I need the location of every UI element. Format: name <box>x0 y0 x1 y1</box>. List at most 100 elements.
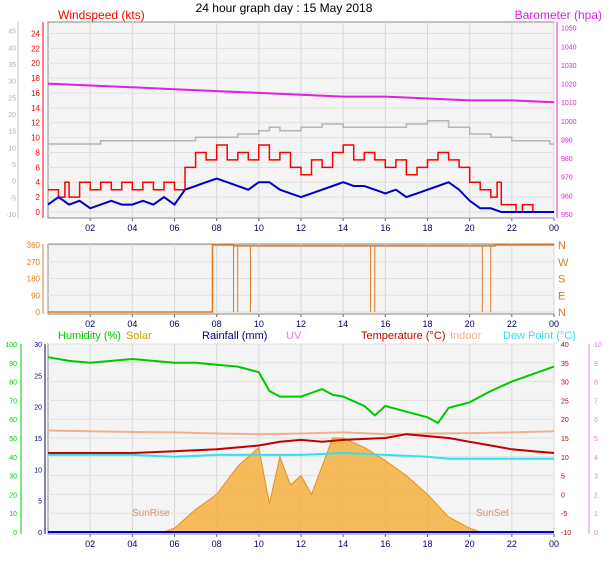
uv-tick-label: 9 <box>594 361 598 368</box>
wind-tick-label: 14 <box>31 104 40 113</box>
wind-tick-label: 4 <box>36 178 41 187</box>
wind-panel-axes: 02 04 06 08 10 12 14 16 18 20 22 000246810121416182… <box>6 22 577 233</box>
outer-tick-label: 35 <box>8 62 16 69</box>
x-tick-label: 00 <box>549 539 559 549</box>
temperature-tick-label: 0 <box>561 492 565 499</box>
outer-tick-label: 0 <box>12 179 16 186</box>
temperature-tick-label: 10 <box>561 455 569 462</box>
x-tick-label: 08 <box>212 319 222 329</box>
uv-tick-label: 3 <box>594 474 598 481</box>
humidity-tick-label: 60 <box>9 417 17 424</box>
temperature-tick-label: 15 <box>561 436 569 443</box>
dewpoint-legend: Dew Point (°C) <box>503 330 576 342</box>
humidity-tick-label: 100 <box>5 342 17 349</box>
x-tick-label: 20 <box>465 223 475 233</box>
outer-tick-label: 25 <box>8 95 16 102</box>
humidity-line <box>47 356 555 425</box>
uv-tick-label: 1 <box>594 511 598 518</box>
humidity-tick-label: 40 <box>9 455 17 462</box>
sunrise-label: SunRise <box>132 508 170 519</box>
humidity-tick-label: 80 <box>9 380 17 387</box>
uv-tick-label: 7 <box>594 398 598 405</box>
pressure-tick-label: 1020 <box>561 82 577 89</box>
x-tick-label: 14 <box>338 319 348 329</box>
wind-tick-label: 12 <box>31 119 40 128</box>
outer-tick-label: -5 <box>10 195 16 202</box>
x-tick-label: 22 <box>507 223 517 233</box>
temperature-line <box>48 433 555 454</box>
x-tick-label: 12 <box>296 223 306 233</box>
uv-tick-label: 10 <box>594 342 602 349</box>
temperature-tick-label: 35 <box>561 361 569 368</box>
x-tick-label: 10 <box>254 539 264 549</box>
pressure-tick-label: 1050 <box>561 26 577 33</box>
humidity-tick-label: 0 <box>13 530 17 537</box>
x-tick-label: 04 <box>127 223 137 233</box>
compass-label: S <box>558 274 565 286</box>
x-tick-label: 06 <box>169 319 179 329</box>
indoor-line <box>47 429 555 436</box>
wind-tick-label: 6 <box>36 163 41 172</box>
outer-tick-label: 20 <box>8 112 16 119</box>
pressure-tick-label: 1030 <box>561 63 577 70</box>
pressure-tick-label: 950 <box>561 212 573 219</box>
pressure-tick-label: 1040 <box>561 44 577 51</box>
outer-tick-label: 15 <box>8 129 16 136</box>
wind-tick-label: 24 <box>31 29 40 38</box>
x-tick-label: 00 <box>549 319 559 329</box>
uv-tick-label: 8 <box>594 380 598 387</box>
humidity-tick-label: 90 <box>9 361 17 368</box>
wind-tick-label: 16 <box>31 89 40 98</box>
solar-area <box>48 437 554 533</box>
humidity-tick-label: 20 <box>9 492 17 499</box>
x-tick-label: 10 <box>254 223 264 233</box>
direction-tick-label: 0 <box>36 308 41 317</box>
uv-tick-label: 5 <box>594 436 598 443</box>
wind-tick-label: 0 <box>36 208 41 217</box>
dewpoint-line <box>48 451 554 460</box>
x-tick-label: 02 <box>85 319 95 329</box>
temperature-tick-label: 25 <box>561 398 569 405</box>
rainfall-tick-label: 20 <box>34 405 42 412</box>
x-tick-label: 12 <box>296 319 306 329</box>
pressure-tick-label: 970 <box>561 175 573 182</box>
direction-tick-label: 90 <box>31 291 40 300</box>
direction-tick-label: 270 <box>27 258 41 267</box>
x-tick-label: 06 <box>169 223 179 233</box>
temp-panel-series <box>47 356 555 533</box>
humidity-tick-label: 50 <box>9 436 17 443</box>
wind-tick-label: 10 <box>31 134 40 143</box>
temperature-tick-label: 30 <box>561 380 569 387</box>
outer-tick-label: 45 <box>8 29 16 36</box>
pressure-tick-label: 960 <box>561 193 573 200</box>
rainfall-tick-label: 5 <box>38 499 42 506</box>
temperature-legend: Temperature (°C) <box>361 330 445 342</box>
gust-line <box>48 144 554 213</box>
wind-tick-label: 22 <box>31 44 40 53</box>
temperature-tick-label: 20 <box>561 417 569 424</box>
pressure-line <box>47 82 555 104</box>
rainfall-tick-label: 30 <box>34 342 42 349</box>
uv-tick-label: 6 <box>594 417 598 424</box>
x-tick-label: 04 <box>127 539 137 549</box>
wind-reference-line <box>48 119 554 145</box>
rainfall-tick-label: 0 <box>38 530 42 537</box>
pressure-tick-label: 990 <box>561 137 573 144</box>
wind-panel-series <box>47 82 555 213</box>
direction-tick-label: 360 <box>27 241 41 250</box>
outer-tick-label: 10 <box>8 145 16 152</box>
temperature-tick-label: 40 <box>561 342 569 349</box>
humidity-tick-label: 30 <box>9 474 17 481</box>
x-tick-label: 22 <box>507 319 517 329</box>
graph-title: 24 hour graph day : 15 May 2018 <box>196 1 373 15</box>
wind-axis-label: Windspeed (kts) <box>58 8 145 22</box>
compass-label: N <box>558 240 566 252</box>
x-tick-label: 18 <box>422 319 432 329</box>
direction-panel-series <box>48 244 554 313</box>
uv-tick-label: 2 <box>594 492 598 499</box>
x-tick-label: 08 <box>212 539 222 549</box>
solar-legend: Solar <box>126 330 152 342</box>
compass-label: W <box>558 257 569 269</box>
pressure-tick-label: 980 <box>561 156 573 163</box>
wind-tick-label: 20 <box>31 59 40 68</box>
